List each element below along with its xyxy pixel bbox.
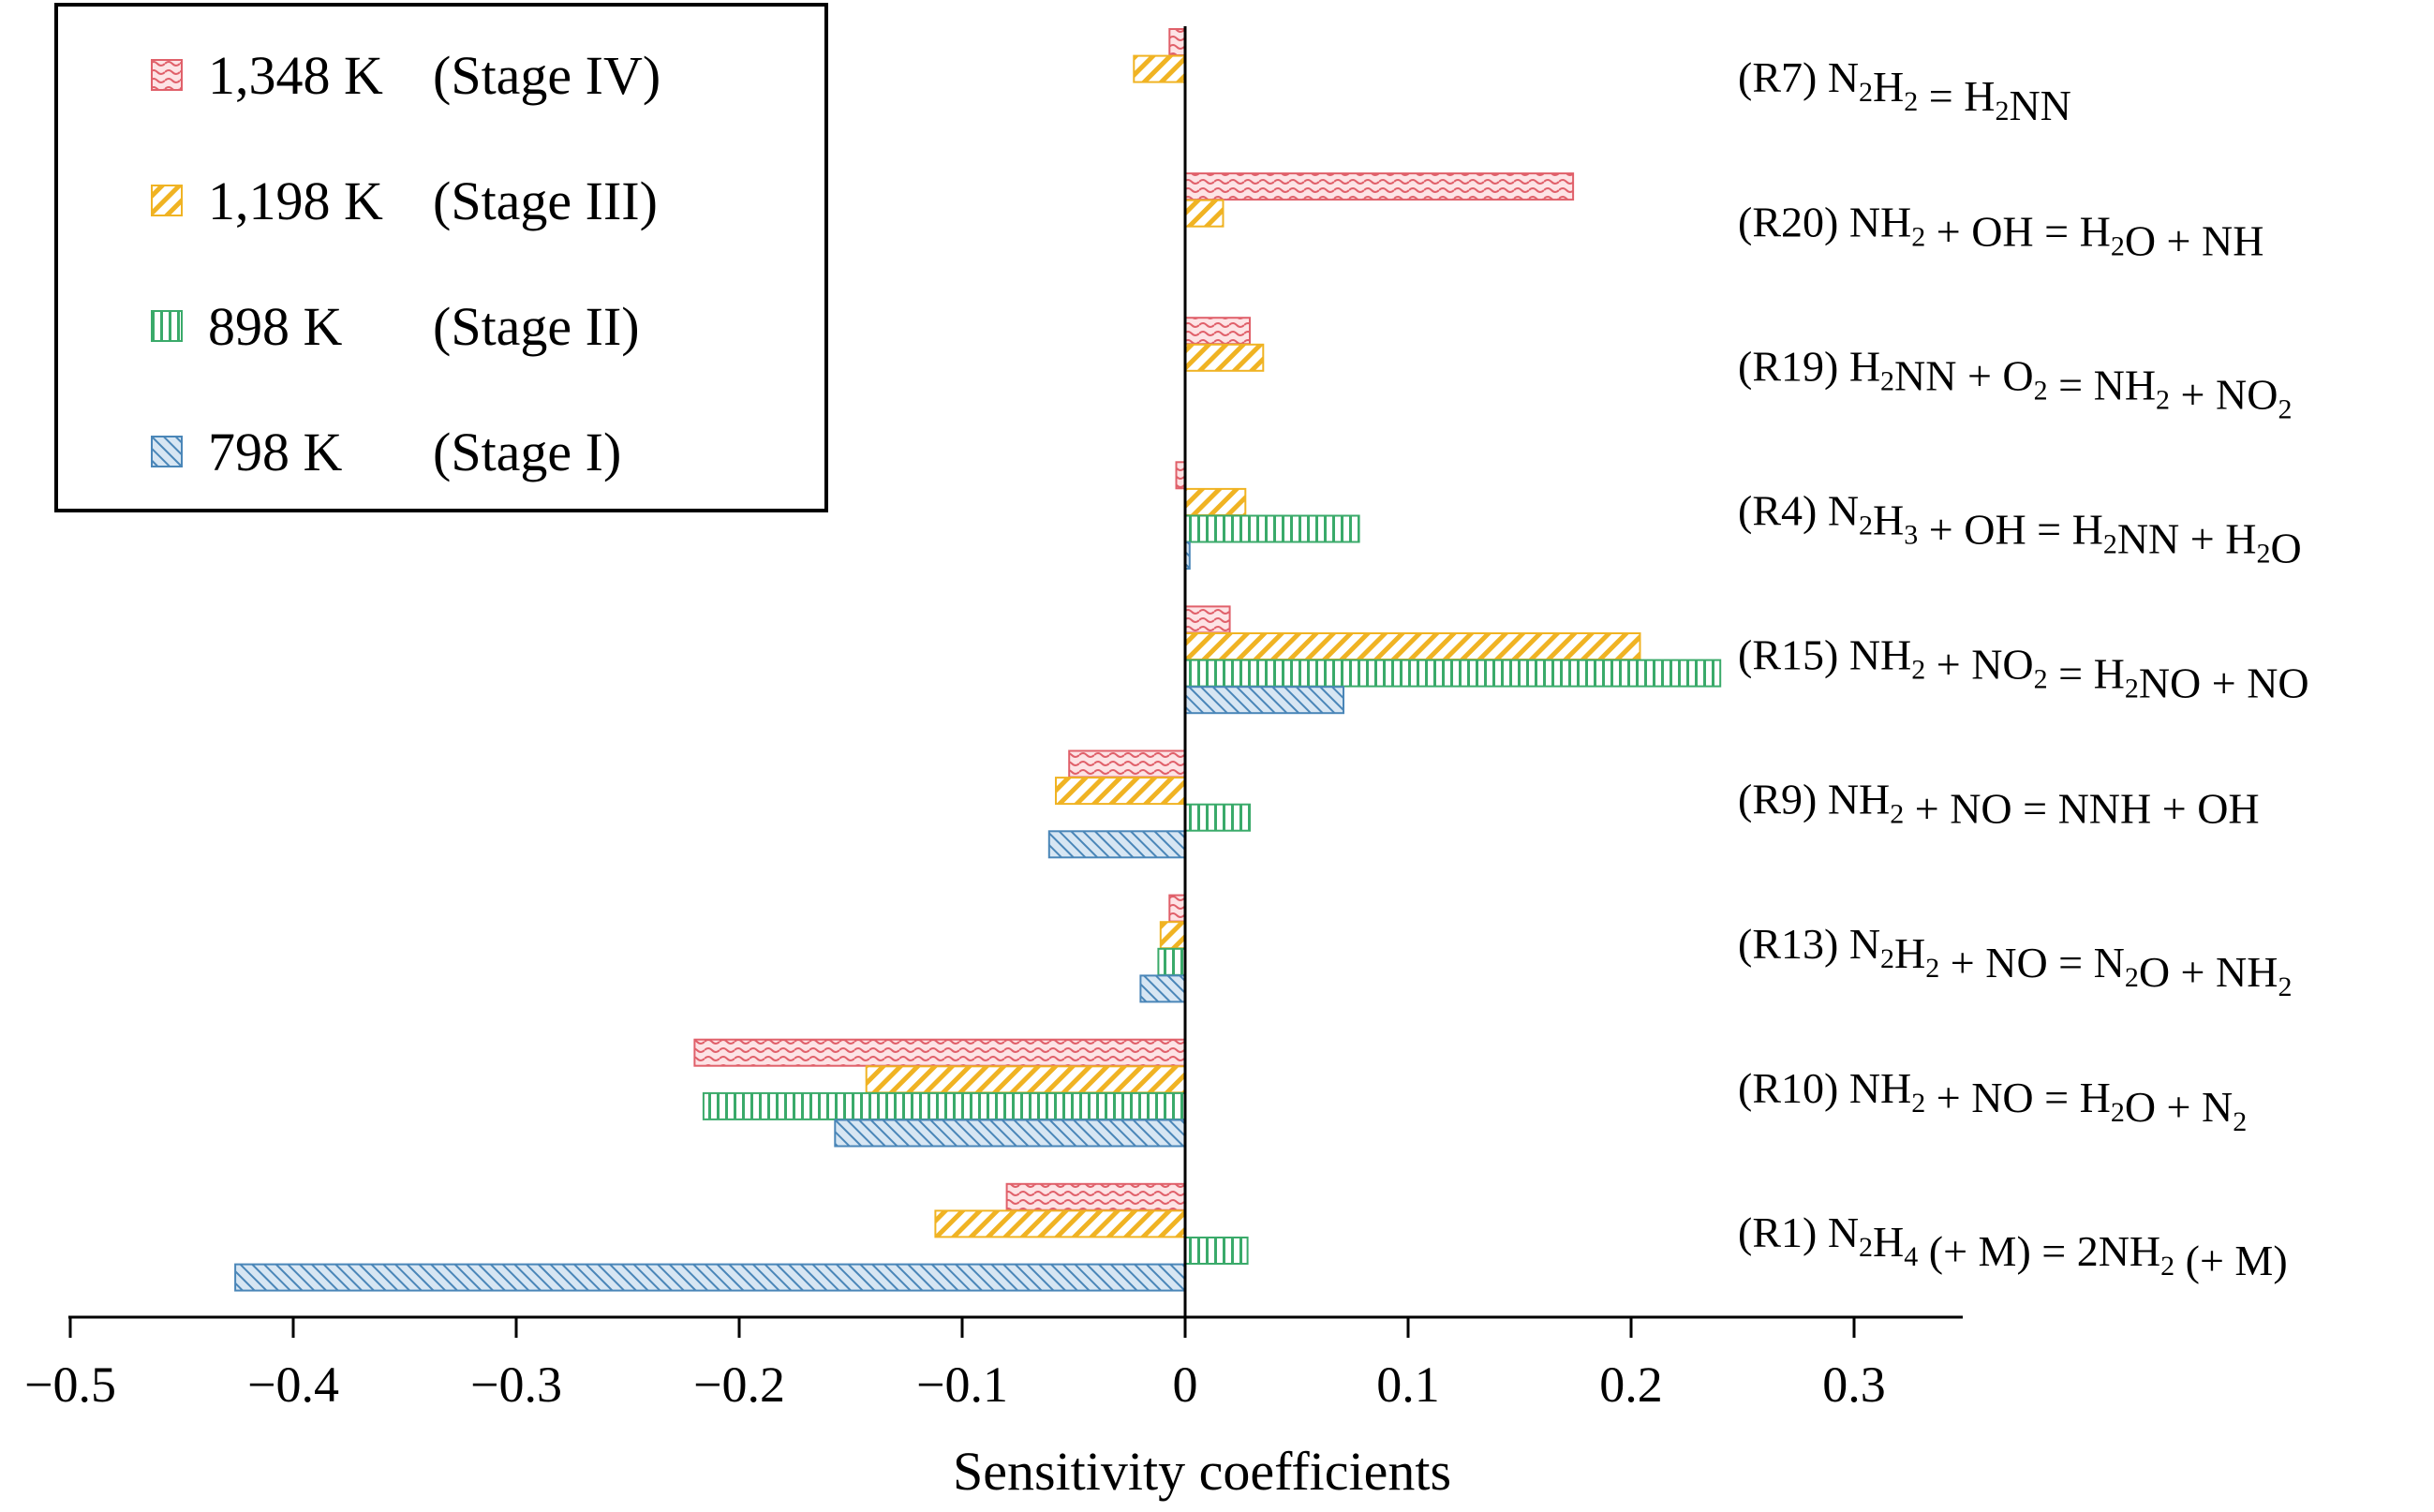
legend-stage-stage-iv: (Stage IV) <box>433 45 660 106</box>
legend-box <box>54 3 828 512</box>
bar-r10-stage-iii <box>865 1065 1186 1094</box>
bar-r20-stage-iii <box>1184 199 1224 228</box>
reaction-label-r4: (R4) N2H3 + OH = H2NN + H2O <box>1738 487 2302 572</box>
reaction-labels: (R7) N2H2 = H2NN (R20) NH2 + OH = H2O + N… <box>1738 53 2309 1284</box>
bar-r1-stage-iii <box>934 1209 1187 1238</box>
reaction-label-r10: (R10) NH2 + NO = H2O + N2 <box>1738 1064 2247 1137</box>
bar-r9-stage-iii <box>1055 777 1186 806</box>
bar-r1-stage-iv <box>1005 1182 1186 1211</box>
bar-r13-stage-iv <box>1168 894 1187 923</box>
x-tick-label: −0.4 <box>247 1356 339 1413</box>
bar-r4-stage-iii <box>1184 487 1247 516</box>
bar-r20-stage-iv <box>1184 172 1575 201</box>
legend-swatch-stage-i <box>151 436 183 467</box>
x-tick-label: −0.3 <box>470 1356 562 1413</box>
bar-r19-stage-iv <box>1184 317 1251 346</box>
bar-r13-stage-iii <box>1159 921 1187 950</box>
reaction-label-r15: (R15) NH2 + NO2 = H2NO + NO <box>1738 631 2309 707</box>
bar-r7-stage-iv <box>1168 28 1187 56</box>
bar-r15-stage-iv <box>1184 605 1231 634</box>
x-tick-label: 0 <box>1173 1356 1198 1413</box>
bar-r4-stage-ii <box>1184 514 1360 543</box>
x-tick-label: 0.1 <box>1376 1356 1440 1413</box>
x-tick-label: 0.3 <box>1822 1356 1886 1413</box>
bar-r9-stage-ii <box>1184 803 1251 832</box>
reaction-label-r9: (R9) NH2 + NO = NNH + OH <box>1738 776 2260 833</box>
x-tick-label: −0.1 <box>916 1356 1008 1413</box>
legend-stage-stage-i: (Stage I) <box>433 422 621 482</box>
bar-r1-stage-ii <box>1184 1237 1249 1265</box>
legend-temp-stage-i: 798 K <box>208 422 343 482</box>
reaction-label-r19: (R19) H2NN + O2 = NH2 + NO2 <box>1738 342 2292 424</box>
x-tick-label: −0.5 <box>24 1356 116 1413</box>
bar-r13-stage-i <box>1139 974 1187 1003</box>
legend-swatch-stage-ii <box>151 310 183 342</box>
legend-stage-stage-iii: (Stage III) <box>433 170 658 231</box>
bar-r13-stage-ii <box>1157 947 1187 976</box>
legend-swatch-stage-iv <box>151 59 183 91</box>
legend-stage-stage-ii: (Stage II) <box>433 296 640 357</box>
bar-r9-stage-i <box>1047 830 1187 859</box>
reaction-label-r20: (R20) NH2 + OH = H2O + NH <box>1738 198 2263 264</box>
reaction-label-r13: (R13) N2H2 + NO = N2O + NH2 <box>1738 920 2292 1002</box>
bar-r10-stage-ii <box>702 1091 1186 1120</box>
bar-r19-stage-iii <box>1184 343 1265 372</box>
bar-r9-stage-iv <box>1068 749 1186 778</box>
reaction-label-r1: (R1) N2H4 (+ M) = 2NH2 (+ M) <box>1738 1208 2288 1284</box>
x-axis-title: Sensitivity coefficients <box>953 1441 1451 1502</box>
reaction-label-r7: (R7) N2H2 = H2NN <box>1738 53 2071 129</box>
legend-temp-stage-ii: 898 K <box>208 296 343 357</box>
bar-r10-stage-iv <box>693 1038 1186 1067</box>
bar-r15-stage-ii <box>1184 659 1722 688</box>
legend: 1,348 K (Stage IV) 1,198 K (Stage III) 898 K… <box>54 3 828 512</box>
bar-r15-stage-i <box>1184 686 1344 715</box>
bar-r15-stage-iii <box>1184 632 1641 660</box>
legend-swatch-stage-iii <box>151 185 183 216</box>
bar-r10-stage-i <box>834 1119 1186 1148</box>
x-tick-label: −0.2 <box>693 1356 785 1413</box>
bar-r7-stage-iii <box>1133 54 1187 83</box>
legend-temp-stage-iii: 1,198 K <box>208 170 383 231</box>
bar-r1-stage-i <box>234 1263 1187 1292</box>
x-tick-label: 0.2 <box>1599 1356 1663 1413</box>
legend-temp-stage-iv: 1,348 K <box>208 45 383 106</box>
bars-layer <box>234 28 1722 1292</box>
axes-layer: −0.5 −0.4 −0.3 −0.2 −0.1 0 0.1 0.2 0.3 Sensitivit… <box>24 26 1963 1502</box>
